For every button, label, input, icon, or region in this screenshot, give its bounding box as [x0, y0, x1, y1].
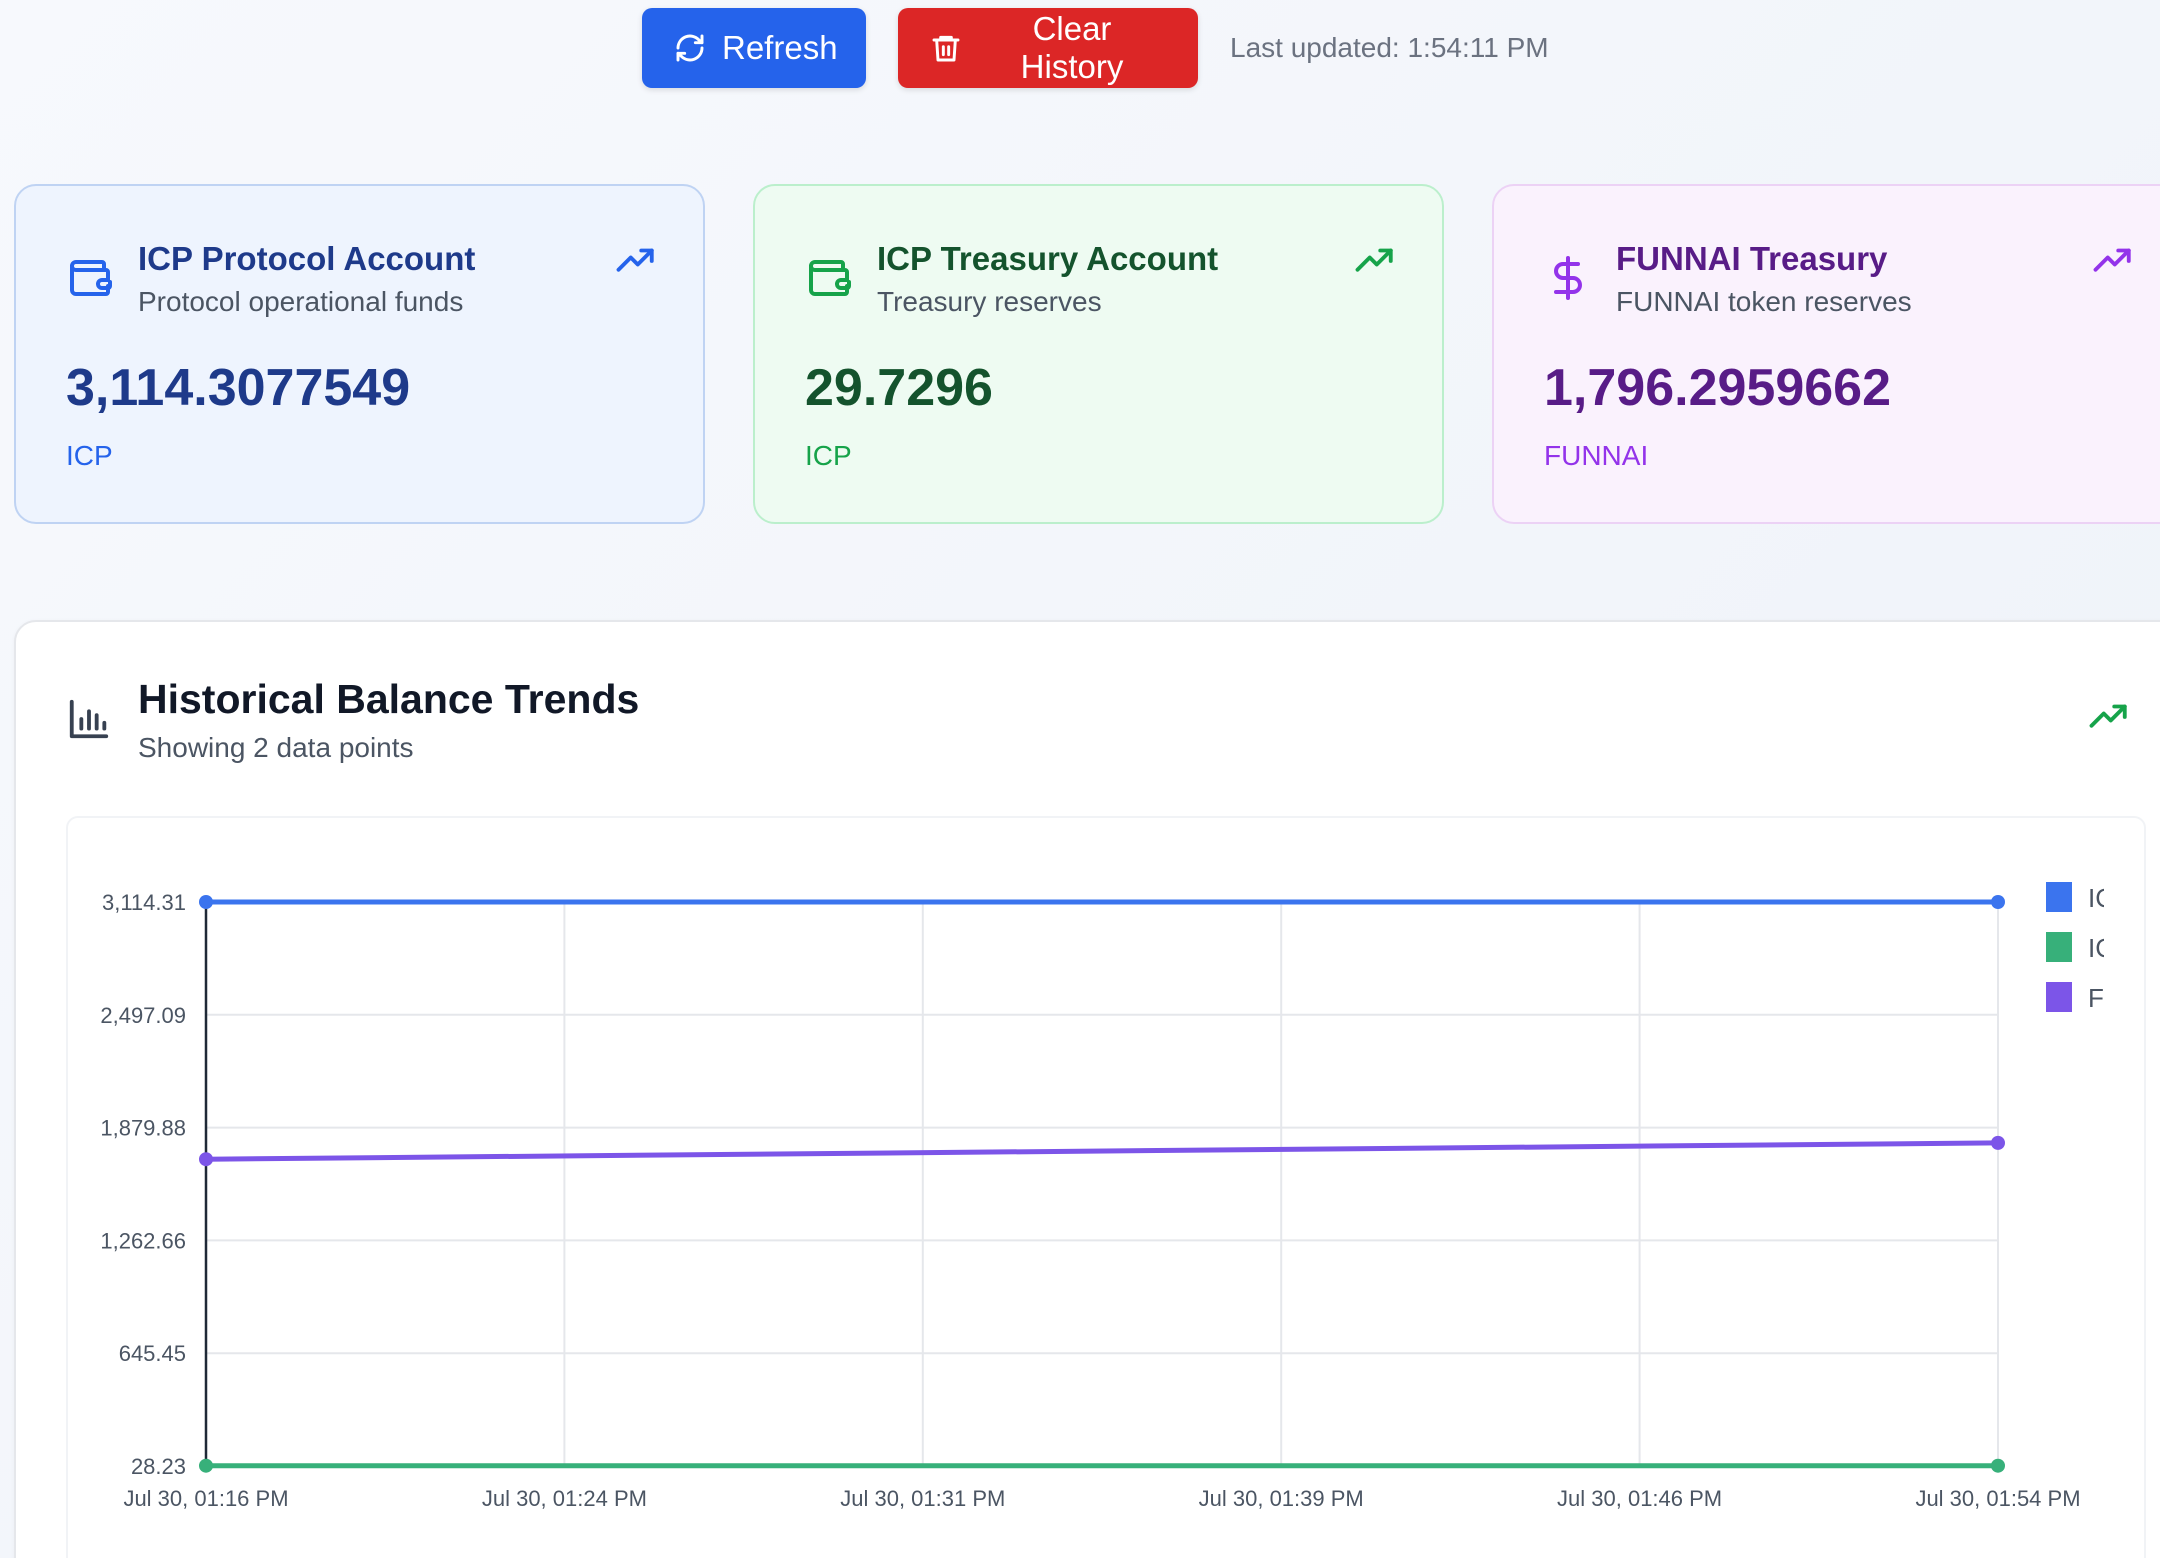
x-tick-label: Jul 30, 01:24 PM — [482, 1486, 647, 1511]
toolbar: Refresh Clear History Last updated: 1:54… — [642, 8, 1549, 88]
clear-history-button[interactable]: Clear History — [898, 8, 1198, 88]
x-tick-label: Jul 30, 01:46 PM — [1557, 1486, 1722, 1511]
refresh-button-label: Refresh — [722, 29, 838, 66]
y-tick-label: 1,879.88 — [100, 1116, 186, 1141]
x-tick-label: Jul 30, 01:39 PM — [1199, 1486, 1364, 1511]
data-point — [199, 1152, 213, 1167]
funnai-treasury-card: FUNNAI Treasury FUNNAI token reserves 1,… — [1492, 184, 2160, 524]
trending-up-icon — [616, 248, 654, 272]
data-point — [1991, 1458, 2005, 1473]
y-tick-label: 28.23 — [131, 1454, 186, 1479]
card-balance-value: 29.7296 — [805, 359, 993, 417]
trending-up-icon — [2093, 248, 2131, 272]
card-title: ICP Protocol Account — [138, 240, 476, 277]
balance-line-chart: 3,114.31 2,497.09 1,879.88 1,262.66 645.45 28… — [100, 882, 2148, 1511]
y-tick-label: 645.45 — [119, 1341, 186, 1366]
panel-title: Historical Balance Trends — [138, 676, 640, 722]
trending-up-icon — [1355, 248, 1393, 272]
card-unit: FUNNAI — [1544, 440, 1649, 471]
x-tick-label: Jul 30, 01:16 PM — [123, 1486, 288, 1511]
panel-subtitle: Showing 2 data points — [138, 732, 414, 763]
card-subtitle: Protocol operational funds — [138, 286, 464, 317]
wallet-icon — [70, 260, 112, 296]
y-tick-label: 3,114.31 — [102, 890, 186, 915]
chart-container: 3,114.31 2,497.09 1,879.88 1,262.66 645.45 28… — [66, 816, 2146, 1558]
dollar-icon — [1554, 256, 1582, 300]
x-tick-label: Jul 30, 01:31 PM — [840, 1486, 1005, 1511]
card-title: FUNNAI Treasury — [1616, 240, 1888, 277]
legend-label: ICP T — [2088, 933, 2148, 963]
wallet-icon — [809, 260, 851, 296]
legend-label: FUNN — [2088, 983, 2148, 1013]
card-subtitle: Treasury reserves — [877, 286, 1102, 317]
card-unit: ICP — [805, 440, 852, 471]
trash-icon — [932, 35, 960, 62]
card-unit: ICP — [66, 440, 113, 471]
last-updated-text: Last updated: 1:54:11 PM — [1230, 32, 1549, 63]
card-balance-value: 1,796.2959662 — [1544, 359, 1892, 417]
bar-chart-icon — [69, 699, 109, 739]
icp-protocol-account-card: ICP Protocol Account Protocol operationa… — [14, 184, 705, 524]
legend-swatch — [2046, 882, 2072, 912]
trending-up-icon — [2089, 704, 2127, 728]
data-point — [1991, 1135, 2005, 1150]
data-point — [199, 1458, 213, 1473]
data-point — [199, 895, 213, 909]
refresh-button[interactable]: Refresh — [642, 8, 866, 88]
card-subtitle: FUNNAI token reserves — [1616, 286, 1912, 317]
refresh-icon — [676, 34, 704, 62]
series-line — [205, 1140, 1999, 1162]
card-balance-value: 3,114.3077549 — [66, 359, 411, 417]
legend-swatch — [2046, 932, 2072, 962]
legend-swatch — [2046, 982, 2072, 1012]
data-point — [1991, 895, 2005, 909]
y-tick-label: 1,262.66 — [100, 1228, 186, 1253]
historical-balance-panel: Historical Balance Trends Showing 2 data… — [14, 620, 2160, 1558]
card-title: ICP Treasury Account — [877, 240, 1219, 277]
legend-label: ICP P — [2088, 883, 2148, 913]
icp-treasury-account-card: ICP Treasury Account Treasury reserves 2… — [753, 184, 1444, 524]
y-tick-label: 2,497.09 — [100, 1003, 186, 1028]
x-tick-label: Jul 30, 01:54 PM — [1915, 1486, 2080, 1511]
clear-history-button-label: Clear History — [1020, 10, 1124, 85]
